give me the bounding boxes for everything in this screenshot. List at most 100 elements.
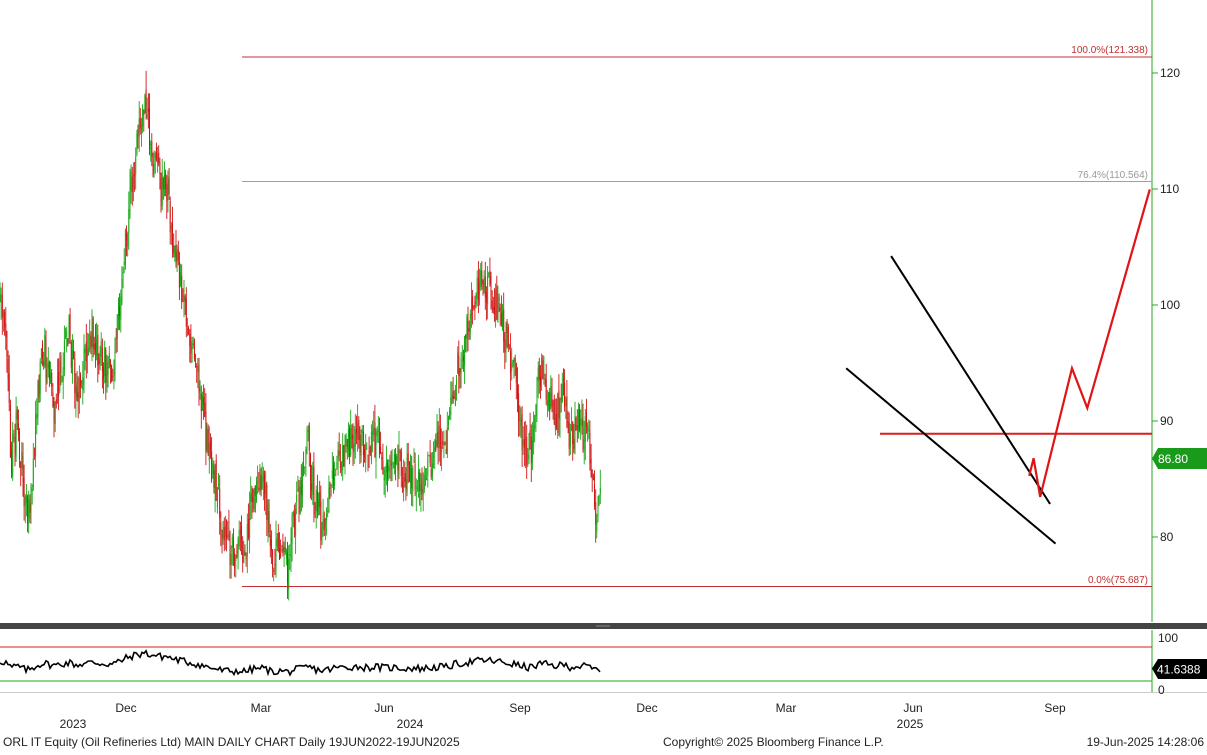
candle-up <box>512 359 514 364</box>
candle-up <box>296 494 298 503</box>
candle-down <box>506 321 508 333</box>
candle-up <box>451 395 453 398</box>
candle-down <box>500 313 502 325</box>
candle-up <box>12 433 14 477</box>
candle-up <box>464 336 466 366</box>
candle-up <box>142 108 144 127</box>
candle-down <box>542 359 544 379</box>
candle-down <box>369 446 371 455</box>
candle-down <box>207 429 209 455</box>
candle-up <box>243 550 245 563</box>
candle-down <box>52 392 54 407</box>
candle-down <box>453 396 455 399</box>
price-tick-120: 120 <box>1152 66 1180 80</box>
candle-down <box>188 328 190 335</box>
candle-up <box>201 396 203 411</box>
candle-down <box>444 442 446 443</box>
candle-up <box>426 477 428 481</box>
candle-down <box>397 462 399 471</box>
candle-down <box>4 312 6 328</box>
candle-up <box>2 311 4 317</box>
candle-down <box>452 391 454 403</box>
candle-up <box>129 186 131 212</box>
candle-down <box>220 522 222 531</box>
candle-down <box>491 300 493 308</box>
candle-up <box>28 499 30 519</box>
candle-down <box>387 463 388 479</box>
candle-down <box>538 365 540 381</box>
candle-down <box>323 519 325 531</box>
month-label: Mar <box>251 701 272 715</box>
candle-up <box>130 171 132 191</box>
candle-down <box>503 309 505 342</box>
candle-up <box>410 462 411 483</box>
candle-down <box>45 339 47 380</box>
candle-up <box>520 417 522 427</box>
candle-up <box>550 386 552 408</box>
candle-down <box>143 109 145 115</box>
candle-down <box>311 483 313 491</box>
candle-up <box>434 447 436 451</box>
candle-down <box>419 472 421 491</box>
candle-down <box>229 533 231 565</box>
candle-up <box>415 491 417 494</box>
candle-down <box>404 473 406 482</box>
candle-up <box>511 362 513 371</box>
candle-down <box>313 466 315 506</box>
candle-down <box>112 375 114 377</box>
candle-up <box>31 488 33 492</box>
candle-up <box>548 392 549 406</box>
candle-down <box>333 464 334 480</box>
candle-up <box>580 419 582 427</box>
candle-up <box>212 463 214 475</box>
candle-up <box>495 290 497 322</box>
candle-up <box>290 538 292 560</box>
candle-down <box>105 349 107 383</box>
candle-down <box>223 527 225 541</box>
candle-up <box>574 411 576 453</box>
candle-down <box>492 307 494 311</box>
candle-down <box>38 375 40 398</box>
candle-up <box>326 513 328 521</box>
candle-down <box>556 413 558 429</box>
candle-up <box>569 432 571 447</box>
candle-down <box>160 178 162 202</box>
candle-up <box>238 529 240 547</box>
candle-up <box>253 489 255 509</box>
price-tick-label: 120 <box>1160 66 1180 80</box>
candle-up <box>413 460 415 462</box>
candle-down <box>314 505 316 515</box>
candle-down <box>193 340 195 359</box>
candle-down <box>582 419 584 449</box>
candle-up <box>450 397 452 416</box>
candle-up <box>347 429 349 451</box>
candle-down <box>308 426 310 451</box>
price-panel-background <box>0 0 1152 622</box>
candle-down <box>430 468 432 478</box>
candle-up <box>441 447 443 453</box>
candle-up <box>141 124 142 131</box>
candle-down <box>139 118 141 129</box>
candle-down <box>458 356 460 377</box>
candle-up <box>259 469 261 491</box>
candle-up <box>334 473 336 486</box>
oscillator-line <box>0 649 601 677</box>
candle-down <box>494 306 495 315</box>
candle-up <box>37 381 39 417</box>
candle-down <box>5 323 7 337</box>
candle-down <box>589 432 591 464</box>
candle-up <box>454 389 456 406</box>
candle-down <box>352 435 354 452</box>
candle-up <box>345 435 347 447</box>
candle-up <box>262 471 264 483</box>
candle-up <box>541 357 543 381</box>
candle-down <box>67 338 69 346</box>
candle-up <box>120 296 122 321</box>
candle-up <box>65 336 66 338</box>
candle-up <box>289 554 291 557</box>
candle-up <box>396 456 398 463</box>
candle-up <box>448 416 449 425</box>
candle-down <box>551 392 553 406</box>
candle-up <box>174 245 176 258</box>
